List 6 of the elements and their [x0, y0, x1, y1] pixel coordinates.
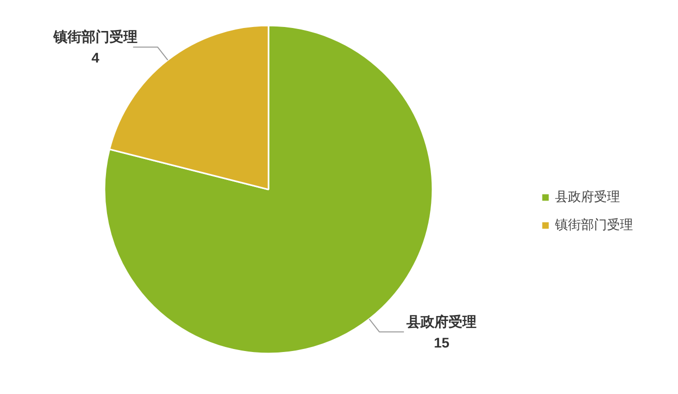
legend-label: 镇街部门受理 — [555, 216, 633, 234]
data-label: 4 — [91, 50, 100, 66]
slice-label: 县政府受理 — [406, 313, 477, 330]
data-label: 15 — [434, 334, 450, 350]
legend-label: 县政府受理 — [555, 188, 620, 206]
slice-label: 镇街部门受理 — [52, 28, 138, 45]
